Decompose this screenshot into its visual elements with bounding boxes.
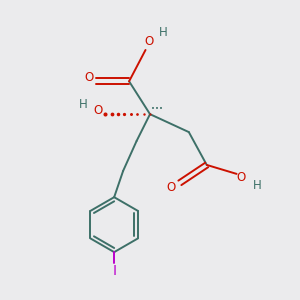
Text: O: O <box>236 171 246 184</box>
Text: O: O <box>84 71 93 84</box>
Text: O: O <box>144 35 153 48</box>
Text: O: O <box>93 104 102 117</box>
Text: H: H <box>159 26 168 39</box>
Text: •••: ••• <box>152 106 164 112</box>
Text: I: I <box>112 264 116 278</box>
Text: H: H <box>253 179 261 192</box>
Text: O: O <box>166 181 176 194</box>
Text: H: H <box>79 98 88 111</box>
